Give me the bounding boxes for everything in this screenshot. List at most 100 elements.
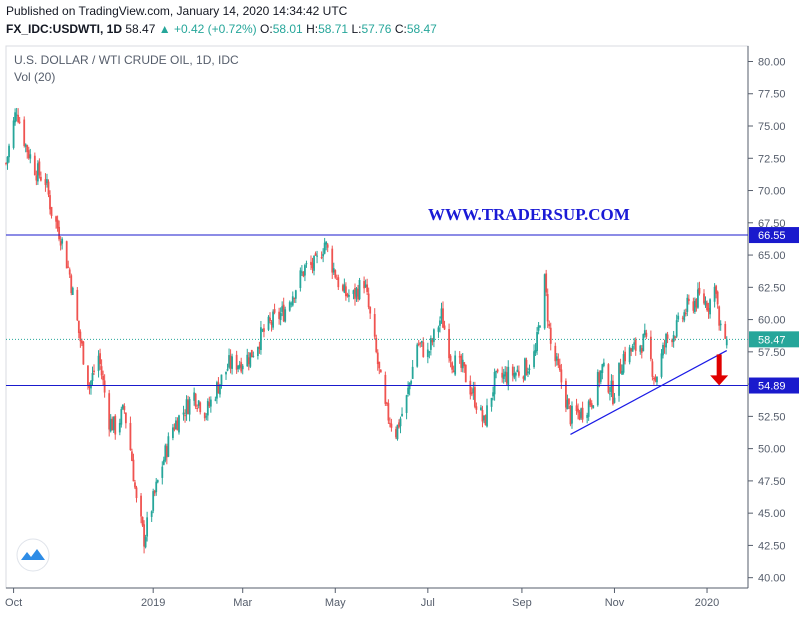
candle-body (175, 420, 177, 429)
candle-body (366, 284, 369, 292)
candle-body (590, 403, 593, 407)
candle-body (609, 393, 611, 395)
candle-body (725, 339, 728, 346)
candle-body (87, 365, 89, 386)
candle-body (490, 397, 493, 407)
candle-body (460, 355, 463, 368)
candle-body (642, 334, 645, 352)
candle-body (56, 219, 59, 229)
candle-body (237, 365, 240, 370)
candle-body (458, 356, 461, 358)
candle-body (716, 291, 719, 305)
candle-body (681, 317, 684, 319)
candle-body (90, 380, 92, 389)
candle-body (290, 303, 293, 305)
tradingview-logo-icon[interactable] (16, 538, 50, 572)
candle-body (671, 339, 674, 343)
support-trendline[interactable] (570, 350, 728, 435)
candle-body (706, 302, 708, 311)
candle-body (546, 294, 549, 322)
candle-body (203, 412, 206, 419)
symbol-label: FX_IDC:USDWTI, 1D (6, 22, 123, 36)
candle-body (513, 373, 516, 378)
candle-body (395, 429, 397, 438)
candle-body (261, 329, 264, 331)
candle-body (452, 370, 455, 373)
candle-body (38, 161, 41, 176)
candle-body (5, 163, 7, 165)
candle-body (46, 179, 48, 184)
candle-body (341, 285, 344, 291)
candle-body (367, 293, 370, 308)
candle-body (398, 422, 400, 428)
candle-body (80, 340, 83, 344)
candle-body (653, 378, 655, 380)
candle-body (621, 370, 623, 375)
candle-body (153, 490, 156, 494)
candle-body (569, 405, 572, 425)
candle-body (592, 405, 595, 409)
level-price-label: 66.55 (758, 230, 786, 242)
candle-body (343, 284, 346, 293)
candle-body (448, 329, 450, 359)
candle-body (263, 328, 265, 332)
candle-body (555, 356, 558, 361)
level-price-label: 54.89 (758, 381, 786, 393)
candle-body (118, 422, 121, 433)
candle-body (334, 270, 337, 278)
candle-body (267, 316, 270, 330)
last-price-label: 58.47 (125, 22, 156, 36)
candle-body (348, 295, 350, 297)
candle-body (124, 412, 127, 424)
candle-body (217, 382, 220, 394)
candle-body (91, 373, 94, 381)
candle-body (507, 366, 510, 385)
candle-body (24, 144, 27, 147)
candle-body (442, 308, 444, 328)
candle-body (35, 175, 38, 181)
candle-body (129, 422, 132, 451)
candle-body (8, 145, 10, 158)
candle-body (363, 281, 366, 289)
time-axis-ticks: Oct 2019 Mar May Jul Sep Nov 2020 (5, 588, 719, 609)
candle-body (687, 298, 690, 302)
y-tick-label: 42.50 (758, 540, 786, 552)
candle-body (524, 358, 526, 380)
candle-body (511, 366, 514, 376)
candle-body (305, 263, 308, 265)
candle-body (613, 397, 616, 403)
published-caption: Published on TradingView.com, January 14… (6, 4, 348, 18)
x-tick-label: Mar (233, 597, 252, 609)
x-tick-label: 2020 (695, 597, 719, 609)
candle-body (112, 416, 115, 431)
low-value: 57.76 (361, 22, 392, 36)
candle-body (378, 361, 381, 369)
candle-body (704, 300, 707, 306)
candle-body (548, 323, 551, 327)
candle-body (536, 332, 538, 351)
candle-body (695, 298, 698, 308)
candle-body (420, 340, 423, 343)
candle-body (634, 339, 637, 351)
candle-body (71, 287, 74, 295)
last-price-tag-label: 58.47 (758, 334, 786, 346)
open-label: O: (260, 22, 273, 36)
y-tick-label: 62.50 (758, 282, 786, 294)
volume-indicator-label: Vol (20) (14, 70, 55, 84)
candle-body (554, 345, 557, 362)
candle-body (144, 537, 147, 548)
candle-body (357, 289, 359, 300)
price-chart[interactable]: 40.0042.5045.0047.5050.0052.5055.0057.50… (0, 40, 806, 621)
candle-body (225, 371, 227, 375)
candle-body (463, 362, 466, 367)
candle-body (88, 386, 91, 388)
candle-body (214, 399, 217, 401)
candle-body (443, 325, 446, 330)
watermark-text: WWW.TRADERSUP.COM (428, 205, 630, 224)
x-tick-label: Sep (512, 597, 532, 609)
candle-body (143, 524, 145, 547)
candle-body (528, 368, 531, 370)
candle-body (322, 253, 325, 257)
candle-body (108, 393, 111, 430)
candle-body (220, 374, 223, 386)
